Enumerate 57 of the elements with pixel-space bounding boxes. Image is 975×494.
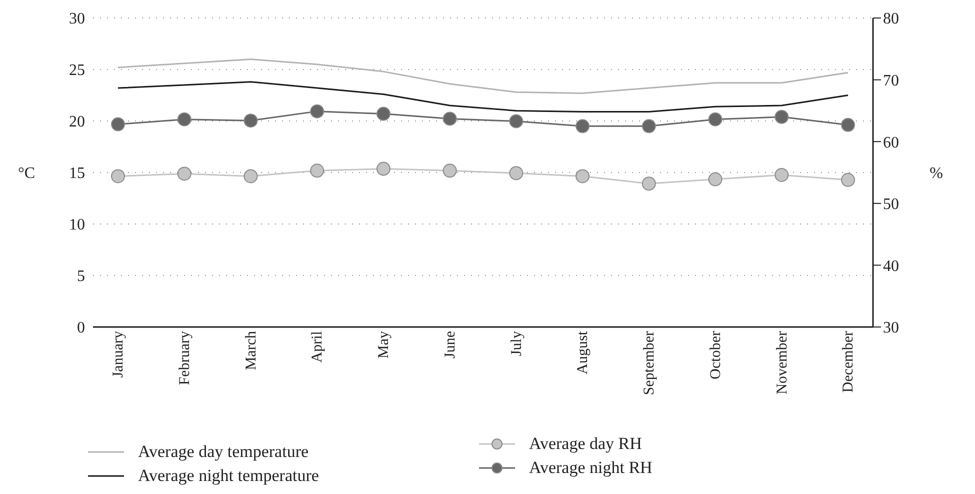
legend-label: Average night RH: [528, 458, 652, 478]
y2-tick-label: 70: [883, 72, 899, 90]
point: [244, 114, 258, 128]
point: [708, 112, 722, 126]
line-series: [117, 81, 849, 112]
y-tick-label: 25: [69, 62, 85, 80]
point: [509, 114, 524, 128]
y2-tick-label: 60: [883, 134, 899, 152]
point: [576, 169, 590, 184]
x-tick-label: April: [310, 331, 326, 363]
line-series: [117, 58, 849, 94]
y-tick-label: 10: [69, 216, 85, 234]
point: [774, 168, 789, 182]
point: [442, 164, 457, 178]
x-tick-label: November: [774, 330, 790, 394]
y-tick-label: 5: [77, 268, 85, 286]
x-tick-label: January: [110, 330, 127, 378]
x-tick-label: December: [840, 331, 857, 393]
y-tick-label: 20: [69, 114, 85, 131]
y2-tick-label: 40: [883, 258, 899, 275]
x-tick-label: August: [575, 330, 592, 374]
y2-tick-label: 50: [883, 196, 899, 214]
y-tick-label: 0: [77, 320, 85, 337]
point: [376, 162, 390, 176]
point: [376, 106, 390, 121]
x-tick-label: October: [708, 330, 724, 380]
x-tick-label: June: [442, 330, 458, 358]
point: [576, 119, 590, 134]
x-tick-label: March: [243, 330, 260, 370]
point: [111, 169, 125, 184]
point: [774, 110, 789, 124]
point: [642, 176, 656, 191]
legend-label: Average day RH: [528, 434, 642, 454]
point: [708, 172, 722, 186]
legend-label: Average day temperature: [138, 442, 309, 462]
point: [642, 119, 656, 134]
point: [442, 112, 457, 126]
legend-label: Average night temperature: [138, 466, 319, 486]
x-tick-label: September: [642, 331, 658, 396]
x-tick-label: July: [508, 330, 525, 356]
point: [177, 166, 192, 181]
y-tick-label: 15: [69, 165, 85, 182]
point: [509, 166, 524, 180]
point: [244, 169, 258, 184]
point: [111, 117, 125, 132]
point: [310, 164, 324, 178]
point: [310, 104, 324, 118]
point: [841, 118, 855, 132]
point: [177, 112, 192, 126]
y-axis-title: °C: [18, 165, 36, 182]
x-tick-label: February: [177, 330, 194, 386]
y2-tick-label: 30: [883, 320, 899, 337]
y-tick-label: 30: [69, 10, 85, 28]
x-tick-label: May: [376, 330, 392, 358]
point: [841, 172, 855, 187]
y2-tick-label: 80: [883, 10, 899, 28]
y2-axis-title: %: [930, 165, 943, 182]
